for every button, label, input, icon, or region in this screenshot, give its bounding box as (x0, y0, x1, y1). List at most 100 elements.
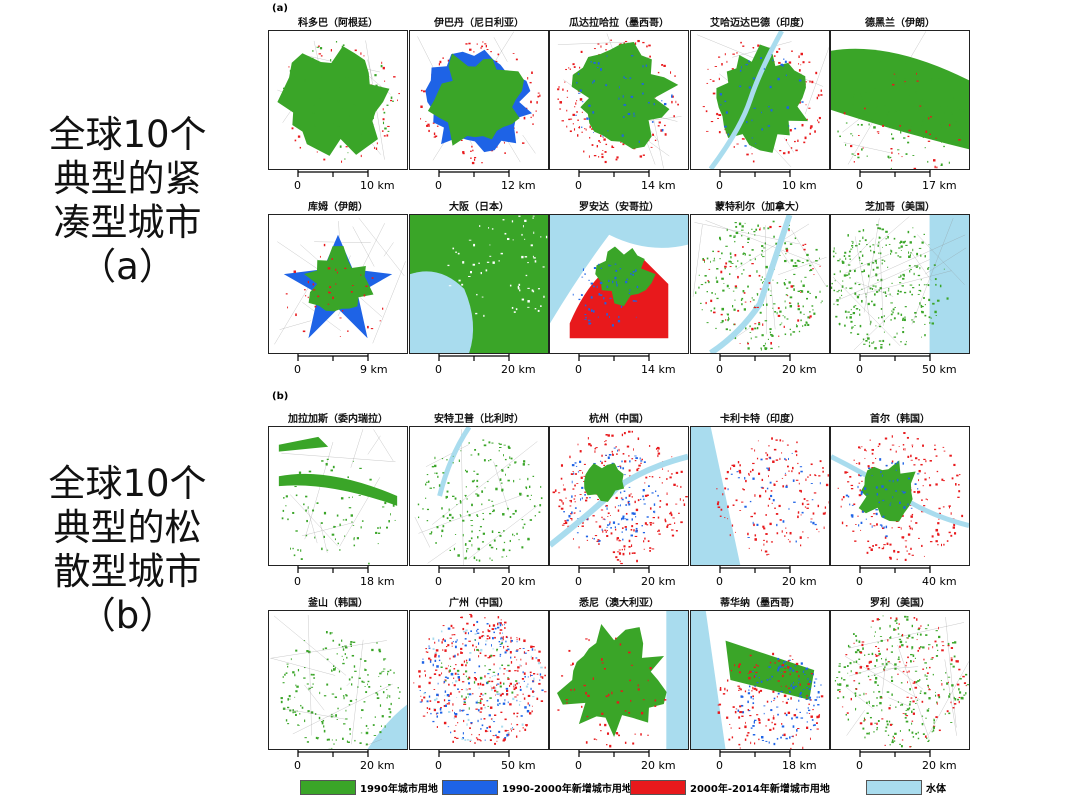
scale-bar: 0 20 km (409, 354, 549, 378)
expansion-1990-2000 (572, 263, 639, 327)
scale-bar: 0 20 km (549, 750, 689, 774)
panel-a-tag: (a) (272, 3, 288, 14)
land-use-map (268, 214, 408, 354)
land-use-map (830, 426, 970, 566)
urban-1990-core (303, 246, 374, 312)
road-network (281, 429, 396, 553)
road-network (414, 429, 538, 565)
scale-bar-line (859, 170, 931, 177)
scale-start-label: 0 (856, 759, 863, 772)
urban-1990-scatter (282, 41, 394, 160)
scale-bar: 0 20 km (409, 566, 549, 590)
scale-bar: 0 14 km (549, 170, 689, 194)
scale-bar: 0 20 km (268, 750, 408, 774)
urban-1990-north (278, 436, 329, 452)
city-name: 蒂华纳（墨西哥） (720, 598, 800, 609)
legend-item-water: 水体 (866, 778, 946, 796)
scale-end-label: 20 km (501, 575, 536, 588)
sea (691, 611, 726, 749)
legend-swatch-water (866, 779, 922, 795)
urban-1990-core (278, 473, 398, 506)
sea (550, 215, 688, 324)
urban-1990-core (858, 460, 916, 522)
scale-end-label: 12 km (501, 179, 536, 192)
land-use-map (690, 426, 830, 566)
land-use-map (409, 214, 549, 354)
land-use-map (549, 214, 689, 354)
scale-bar: 0 18 km (268, 566, 408, 590)
scale-end-label: 10 km (782, 179, 817, 192)
city-name: 库姆（伊朗） (308, 202, 368, 213)
scale-end-label: 20 km (922, 759, 957, 772)
scale-bar-line (719, 354, 791, 361)
scale-bar-line (719, 566, 791, 573)
expansion-1990-2000 (575, 55, 673, 143)
sea (666, 611, 688, 749)
scale-bar-line (297, 750, 369, 757)
scale-bar-line (859, 566, 931, 573)
scale-end-label: 20 km (501, 363, 536, 376)
land-use-map (549, 426, 689, 566)
expansion-2000-2014 (413, 613, 547, 745)
legend-label-water: 水体 (926, 783, 946, 795)
city-map-a-10: 芝加哥（美国） 0 50 km (830, 198, 970, 378)
scale-bar: 0 17 km (830, 170, 970, 194)
expansion-2000-2014 (843, 72, 961, 169)
scale-end-label: 50 km (922, 363, 957, 376)
scale-bar-line (578, 566, 650, 573)
scale-bar-line (578, 354, 650, 361)
land-use-map (409, 426, 549, 566)
scale-start-label: 0 (575, 179, 582, 192)
urban-1990-scatter (837, 56, 966, 169)
scale-bar: 0 20 km (690, 354, 830, 378)
scale-end-label: 20 km (782, 363, 817, 376)
scale-end-label: 18 km (782, 759, 817, 772)
city-name: 蒙特利尔（加拿大） (715, 202, 805, 213)
scale-start-label: 0 (294, 759, 301, 772)
panel-b-tag: (b) (272, 391, 289, 402)
scale-end-label: 20 km (782, 575, 817, 588)
scale-end-label: 20 km (641, 575, 676, 588)
city-name: 罗安达（安哥拉） (579, 202, 659, 213)
legend-label-1990: 1990年城市用地 (360, 783, 438, 795)
scale-end-label: 17 km (922, 179, 957, 192)
city-name: 艾哈迈达巴德（印度） (710, 18, 810, 29)
city-name: 悉尼（澳大利亚） (579, 598, 659, 609)
scale-bar: 0 20 km (690, 566, 830, 590)
scale-bar-line (438, 354, 510, 361)
scale-start-label: 0 (856, 179, 863, 192)
scale-bar: 0 40 km (830, 566, 970, 590)
scale-start-label: 0 (294, 363, 301, 376)
expansion-2000-2014 (716, 437, 829, 556)
city-name: 罗利（美国） (870, 598, 930, 609)
urban-1990-scatter (280, 631, 401, 749)
urban-1990-core (831, 48, 969, 150)
urban-1990-core (584, 463, 625, 502)
scale-end-label: 10 km (360, 179, 395, 192)
scale-end-label: 14 km (641, 179, 676, 192)
urban-1990-core (595, 246, 656, 307)
land-use-map (830, 214, 970, 354)
sprawl-cities-label: 全球10个 典型的松 散型城市 （b） (30, 462, 225, 638)
scale-bar-line (297, 170, 369, 177)
land-use-map (830, 30, 970, 170)
urban-1990-core (571, 42, 679, 149)
scale-start-label: 0 (294, 575, 301, 588)
river (709, 215, 793, 353)
city-map-a-6: 库姆（伊朗） 0 9 km (268, 198, 408, 378)
urban-1990-scatter (281, 458, 396, 565)
urban-1990-core (277, 46, 390, 156)
scale-start-label: 0 (294, 179, 301, 192)
land-use-map (409, 30, 549, 170)
sea (691, 427, 741, 565)
scale-end-label: 14 km (641, 363, 676, 376)
river (437, 427, 472, 497)
city-map-a-8: 罗安达（安哥拉） 0 14 km (549, 198, 689, 378)
scale-end-label: 40 km (922, 575, 957, 588)
city-name: 杭州（中国） (589, 414, 649, 425)
scale-start-label: 0 (435, 759, 442, 772)
urban-1990-scatter (831, 224, 949, 350)
city-name: 芝加哥（美国） (865, 202, 935, 213)
legend-item-1990: 1990年城市用地 (300, 778, 438, 796)
land-use-map (268, 610, 408, 750)
